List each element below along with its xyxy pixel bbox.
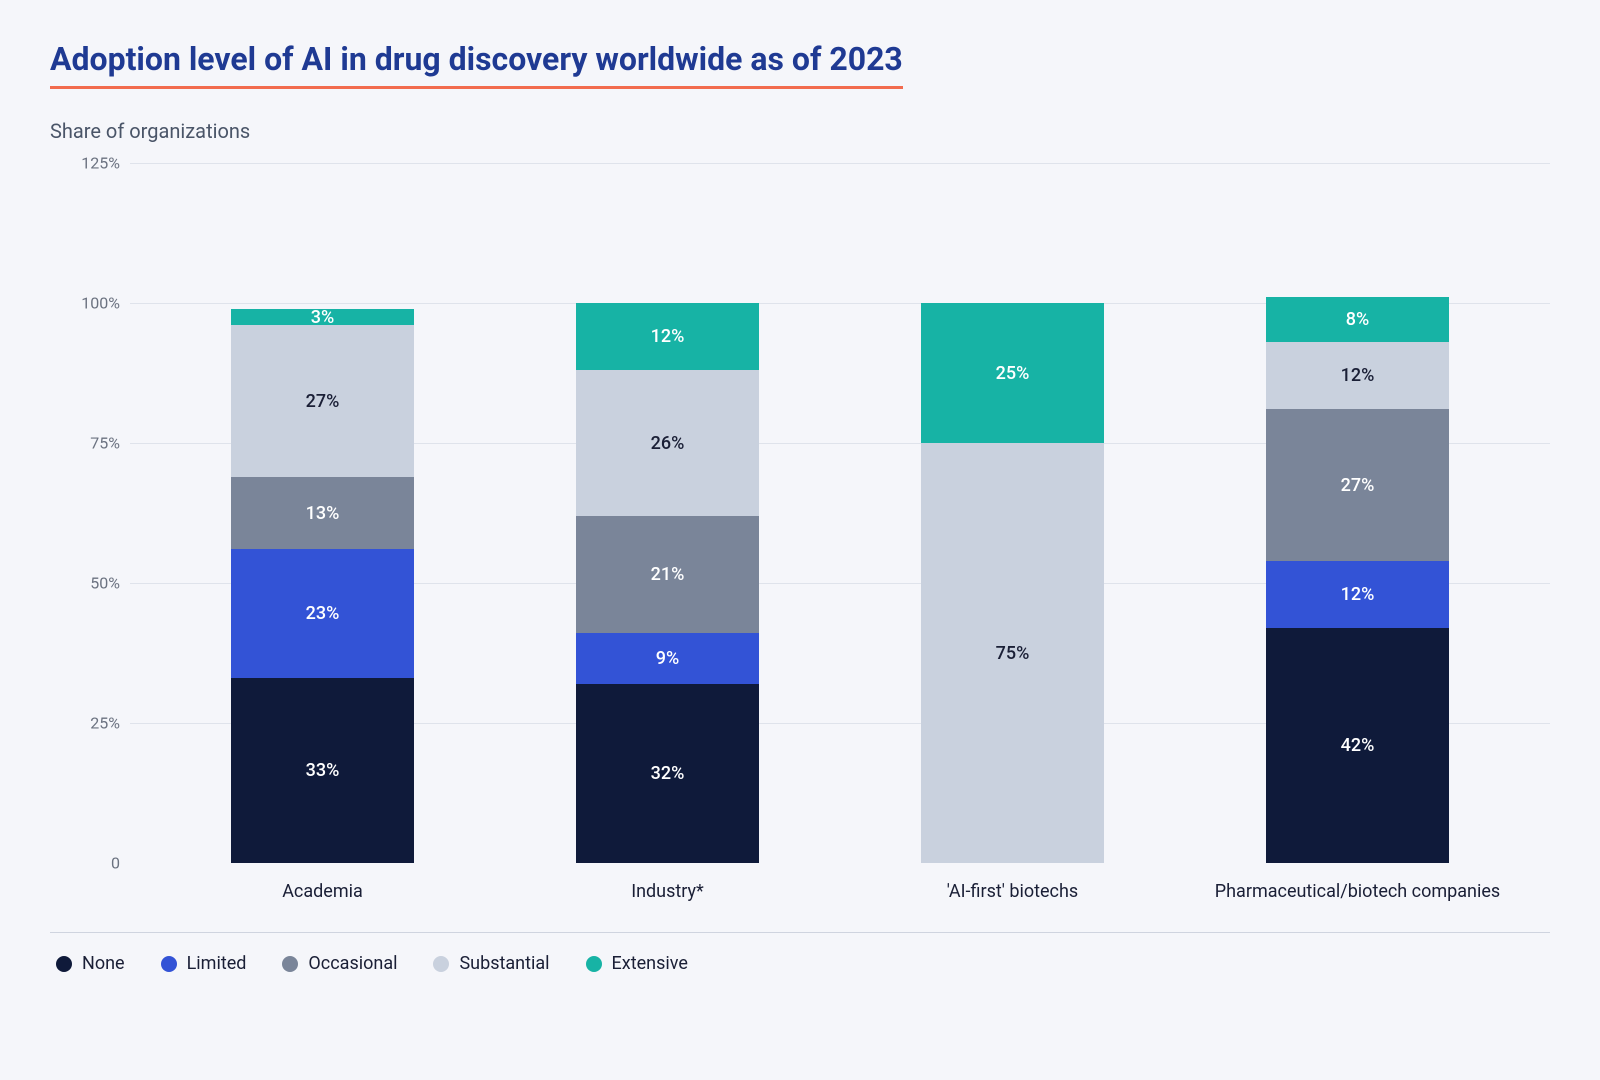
legend-label: None [82,953,125,974]
legend-item: Limited [161,953,247,974]
y-tick-label: 75% [90,434,120,453]
bar-segment: 27% [231,325,413,476]
bar-segment: 33% [231,678,413,863]
bars-area: 33%23%13%27%3%32%9%21%26%12%75%25%42%12%… [130,163,1550,863]
bar-segment: 8% [1266,297,1448,342]
bar-segment: 12% [1266,561,1448,628]
x-axis-label: Academia [171,881,475,902]
legend-item: Occasional [282,953,397,974]
bar-segment: 3% [231,309,413,326]
bar-column: 32%9%21%26%12% [516,163,820,863]
y-tick-label: 25% [90,714,120,733]
x-axis-label: 'AI-first' biotechs [861,881,1165,902]
bar-column: 42%12%27%12%8% [1206,163,1510,863]
legend-swatch [586,956,602,972]
y-tick-label: 125% [81,154,120,173]
legend-label: Substantial [459,953,549,974]
chart-container: Adoption level of AI in drug discovery w… [50,40,1550,1040]
legend-item: Extensive [586,953,688,974]
legend-label: Extensive [612,953,688,974]
chart-title: Adoption level of AI in drug discovery w… [50,40,903,89]
legend-swatch [56,956,72,972]
bar-segment: 21% [576,516,758,634]
bar-segment: 23% [231,549,413,678]
stacked-bar: 42%12%27%12%8% [1266,297,1448,863]
bar-segment: 25% [921,303,1103,443]
legend-item: Substantial [433,953,549,974]
legend-label: Limited [187,953,247,974]
legend-label: Occasional [308,953,397,974]
chart-subtitle: Share of organizations [50,119,1550,143]
bar-segment: 32% [576,684,758,863]
plot-area: 025%50%75%100%125% 33%23%13%27%3%32%9%21… [50,163,1550,863]
legend: None Limited Occasional Substantial Extensiv… [50,953,1550,974]
y-axis: 025%50%75%100%125% [50,163,130,863]
y-tick-label: 0 [111,854,120,873]
legend-swatch [282,956,298,972]
bar-segment: 12% [576,303,758,370]
bar-segment: 27% [1266,409,1448,560]
bar-segment: 26% [576,370,758,516]
bar-segment: 75% [921,443,1103,863]
bar-segment: 12% [1266,342,1448,409]
bar-segment: 13% [231,477,413,550]
legend-divider [50,932,1550,933]
stacked-bar: 33%23%13%27%3% [231,309,413,863]
bar-segment: 42% [1266,628,1448,863]
bar-column: 33%23%13%27%3% [171,163,475,863]
x-axis-labels: Academia Industry* 'AI-first' biotechs Phar… [130,863,1550,902]
stacked-bar: 75%25% [921,303,1103,863]
legend-item: None [56,953,125,974]
y-tick-label: 100% [81,294,120,313]
x-axis-label: Pharmaceutical/biotech companies [1206,881,1510,902]
stacked-bar: 32%9%21%26%12% [576,303,758,863]
y-tick-label: 50% [90,574,120,593]
bar-column: 75%25% [861,163,1165,863]
bar-segment: 9% [576,633,758,683]
legend-swatch [433,956,449,972]
legend-swatch [161,956,177,972]
x-axis-label: Industry* [516,881,820,902]
